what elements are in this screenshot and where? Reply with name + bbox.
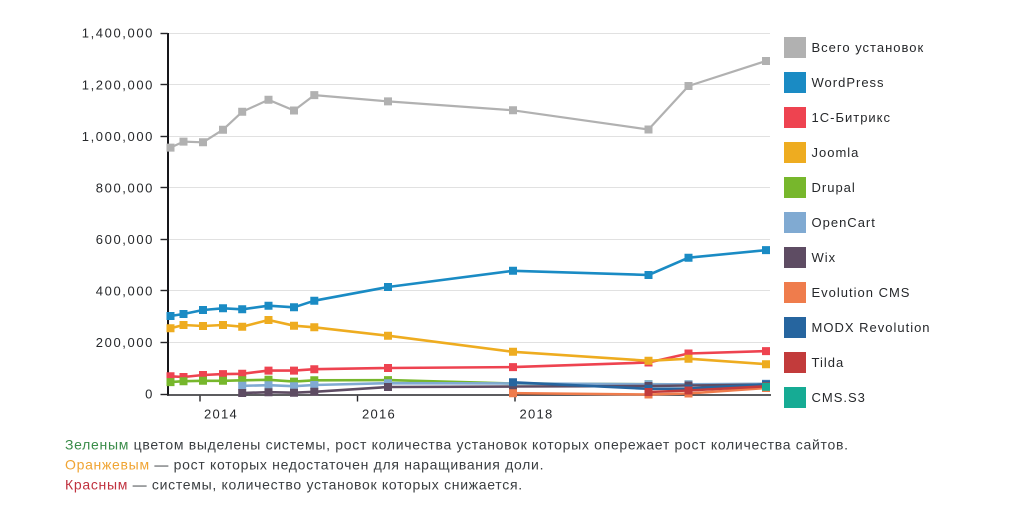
svg-text:600,000: 600,000 <box>96 232 154 247</box>
svg-text:MODX Revolution: MODX Revolution <box>812 320 931 335</box>
svg-text:Evolution CMS: Evolution CMS <box>812 285 911 300</box>
svg-text:200,000: 200,000 <box>96 335 154 350</box>
svg-text:800,000: 800,000 <box>96 180 154 195</box>
svg-text:2016: 2016 <box>362 407 396 422</box>
svg-text:Drupal: Drupal <box>812 180 856 195</box>
svg-text:Joomla: Joomla <box>812 145 860 160</box>
svg-text:Tilda: Tilda <box>812 355 845 370</box>
svg-text:2014: 2014 <box>204 407 238 422</box>
svg-text:WordPress: WordPress <box>812 75 885 90</box>
svg-text:OpenCart: OpenCart <box>812 215 876 230</box>
svg-text:0: 0 <box>145 387 154 402</box>
svg-text:Wix: Wix <box>812 250 837 265</box>
svg-text:1,200,000: 1,200,000 <box>82 77 154 92</box>
svg-text:Красным — системы, количество: Красным — системы, количество установок … <box>65 476 523 492</box>
svg-text:Всего установок: Всего установок <box>812 40 925 55</box>
svg-text:Зеленым цветом выделены систем: Зеленым цветом выделены системы, рост ко… <box>65 436 849 452</box>
svg-text:2018: 2018 <box>519 407 553 422</box>
svg-text:CMS.S3: CMS.S3 <box>812 390 866 405</box>
svg-text:400,000: 400,000 <box>96 284 154 299</box>
svg-text:Оранжевым — рост которых недос: Оранжевым — рост которых недостаточен дл… <box>65 456 544 472</box>
svg-text:1,400,000: 1,400,000 <box>82 26 154 41</box>
svg-text:1С-Битрикс: 1С-Битрикс <box>812 110 892 125</box>
svg-text:1,000,000: 1,000,000 <box>82 129 154 144</box>
